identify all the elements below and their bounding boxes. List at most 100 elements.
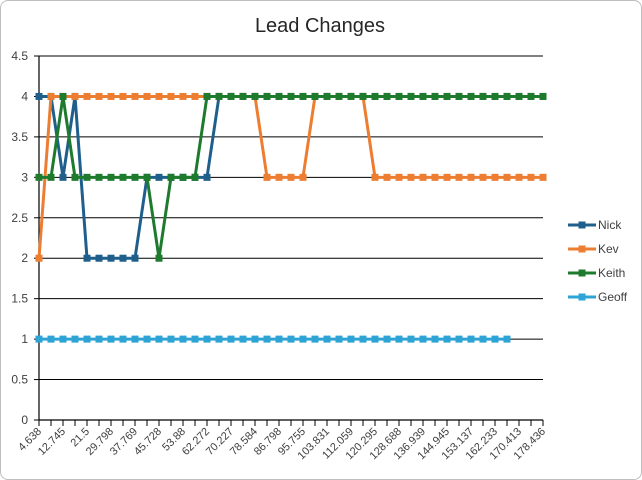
data-point — [371, 173, 379, 181]
data-point — [311, 92, 319, 100]
data-point — [167, 92, 175, 100]
data-point — [191, 173, 199, 181]
data-point — [323, 335, 331, 343]
data-point — [71, 173, 79, 181]
data-point — [35, 254, 43, 262]
data-point — [131, 335, 139, 343]
data-point — [71, 335, 79, 343]
data-point — [131, 254, 139, 262]
data-point — [83, 173, 91, 181]
legend-swatch-marker — [578, 221, 586, 229]
data-point — [431, 92, 439, 100]
data-point — [107, 335, 115, 343]
data-point — [179, 173, 187, 181]
data-point — [239, 92, 247, 100]
data-point — [479, 173, 487, 181]
data-point — [515, 173, 523, 181]
data-point — [287, 173, 295, 181]
x-tick-label: 45.728 — [132, 426, 164, 458]
data-point — [491, 173, 499, 181]
data-point — [527, 92, 535, 100]
data-point — [371, 335, 379, 343]
data-point — [431, 335, 439, 343]
legend-item-keith: Keith — [568, 266, 625, 280]
data-point — [35, 335, 43, 343]
data-point — [179, 335, 187, 343]
data-point — [347, 92, 355, 100]
data-point — [479, 92, 487, 100]
data-point — [107, 254, 115, 262]
data-point — [167, 173, 175, 181]
data-point — [443, 173, 451, 181]
data-point — [107, 92, 115, 100]
legend-label: Kev — [598, 242, 619, 256]
data-point — [275, 335, 283, 343]
data-point — [119, 92, 127, 100]
data-point — [299, 92, 307, 100]
data-point — [263, 335, 271, 343]
data-point — [131, 92, 139, 100]
data-point — [107, 173, 115, 181]
data-point — [143, 173, 151, 181]
data-point — [299, 335, 307, 343]
y-tick-label: 0.5 — [11, 373, 28, 387]
legend-swatch-marker — [578, 293, 586, 301]
data-point — [479, 335, 487, 343]
data-point — [503, 173, 511, 181]
legend-swatch-marker — [578, 269, 586, 277]
data-point — [395, 335, 403, 343]
data-point — [83, 92, 91, 100]
data-point — [191, 92, 199, 100]
data-point — [383, 173, 391, 181]
data-point — [455, 335, 463, 343]
data-point — [443, 92, 451, 100]
chart-title: Lead Changes — [255, 15, 385, 37]
data-point — [119, 254, 127, 262]
data-point — [383, 335, 391, 343]
data-point — [383, 92, 391, 100]
y-tick-label: 0 — [21, 413, 28, 427]
data-point — [251, 335, 259, 343]
y-tick-label: 2.5 — [11, 211, 28, 225]
legend-item-nick: Nick — [568, 218, 622, 232]
y-tick-label: 1.5 — [11, 292, 28, 306]
data-point — [251, 92, 259, 100]
data-point — [191, 335, 199, 343]
y-tick-label: 4 — [21, 89, 28, 103]
data-point — [35, 92, 43, 100]
data-point — [227, 335, 235, 343]
legend-swatch-marker — [578, 245, 586, 253]
data-point — [95, 173, 103, 181]
data-point — [131, 173, 139, 181]
data-point — [203, 173, 211, 181]
data-point — [323, 92, 331, 100]
legend-label: Nick — [598, 218, 622, 232]
data-point — [371, 92, 379, 100]
data-point — [311, 335, 319, 343]
data-point — [47, 335, 55, 343]
data-point — [455, 173, 463, 181]
y-tick-label: 3 — [21, 170, 28, 184]
data-point — [467, 92, 475, 100]
data-point — [143, 92, 151, 100]
data-point — [395, 92, 403, 100]
y-tick-label: 2 — [21, 251, 28, 265]
data-point — [95, 92, 103, 100]
data-point — [443, 335, 451, 343]
y-tick-label: 4.5 — [11, 49, 28, 63]
data-point — [515, 92, 523, 100]
data-point — [95, 335, 103, 343]
data-point — [539, 173, 547, 181]
data-point — [431, 173, 439, 181]
data-point — [287, 92, 295, 100]
data-point — [71, 92, 79, 100]
data-point — [539, 92, 547, 100]
legend-label: Keith — [598, 266, 625, 280]
series-keith — [35, 92, 547, 262]
legend: Nick Kev Keith Geoff — [568, 218, 628, 304]
data-point — [155, 254, 163, 262]
data-point — [359, 92, 367, 100]
data-point — [275, 173, 283, 181]
data-point — [215, 92, 223, 100]
